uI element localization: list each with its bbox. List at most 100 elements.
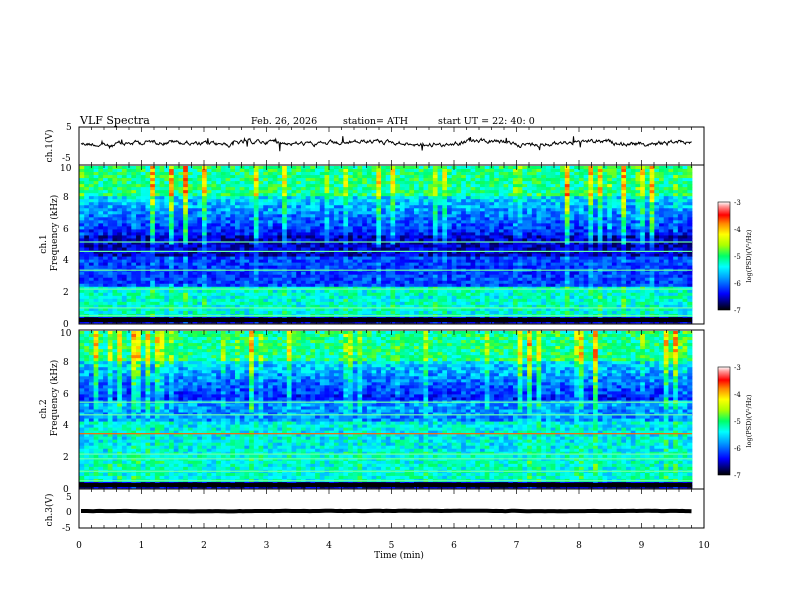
spectrogram-cell xyxy=(131,229,137,233)
spectrogram-cell xyxy=(442,196,448,200)
spectrogram-cell xyxy=(272,262,278,267)
spectrogram-cell xyxy=(545,205,552,209)
spectrogram-cell xyxy=(607,232,613,236)
spectrogram-cell xyxy=(258,205,264,209)
spectrogram-cell xyxy=(677,205,683,209)
spectrogram-cell xyxy=(569,184,575,188)
spectrogram-cell xyxy=(569,223,575,227)
spectrogram-cell xyxy=(588,172,594,176)
spectrogram-cell xyxy=(475,229,481,233)
spectrogram-cell xyxy=(169,208,175,212)
spectrogram-cell xyxy=(395,169,401,173)
spectrogram-cell xyxy=(673,223,679,227)
spectrogram-cell xyxy=(333,190,340,194)
spectrogram-cell xyxy=(169,253,175,257)
spectrogram-cell xyxy=(399,217,405,221)
spectrogram-cell xyxy=(338,172,344,176)
spectrogram-cell xyxy=(451,232,457,236)
spectrogram-cell xyxy=(319,238,325,242)
spectrogram-cell xyxy=(93,202,99,206)
spectrogram-cell xyxy=(564,244,570,248)
spectrogram-cell xyxy=(555,208,561,212)
spectrogram-cell xyxy=(564,277,570,282)
spectrogram-cell xyxy=(654,253,660,257)
spectrogram-cell xyxy=(654,187,660,191)
spectrogram-cell xyxy=(300,226,307,230)
spectrogram-cell xyxy=(154,202,160,206)
spectrogram-cell xyxy=(329,265,335,270)
spectrogram-cell xyxy=(98,241,104,245)
spectrogram-cell xyxy=(333,229,340,233)
spectrogram-cell xyxy=(348,232,354,236)
spectrogram-cell xyxy=(649,274,655,279)
spectrogram-cell xyxy=(267,238,274,242)
spectrogram-cell xyxy=(461,184,467,188)
spectrogram-cell xyxy=(404,229,410,233)
spectrogram-cell xyxy=(677,235,683,239)
spectrogram-cell xyxy=(239,256,245,260)
spectrogram-cell xyxy=(253,277,259,282)
spectrogram-cell xyxy=(447,238,453,242)
spectrogram-cell xyxy=(404,196,410,200)
spectrogram-cell xyxy=(456,265,462,270)
spectrogram-cell xyxy=(564,190,570,194)
spectrogram-cell xyxy=(88,232,95,236)
spectrogram-cell xyxy=(178,202,184,206)
spectrogram-cell xyxy=(621,217,627,221)
spectrogram-cell xyxy=(451,187,457,191)
spectrogram-cell xyxy=(456,277,462,282)
spectrogram-cell xyxy=(602,259,608,264)
spectrogram-cell xyxy=(418,208,424,212)
spectrogram-cell xyxy=(626,271,632,276)
spectrogram-cell xyxy=(366,202,373,206)
spectrogram-cell xyxy=(187,205,193,209)
spectrogram-cell xyxy=(291,217,297,221)
spectrogram-cell xyxy=(310,253,316,257)
spectrogram-cell xyxy=(286,166,292,170)
spectrogram-cell xyxy=(93,247,99,251)
spectrogram-cell xyxy=(192,175,198,179)
spectrogram-cell xyxy=(310,199,316,203)
spectrogram-cell xyxy=(555,220,561,224)
spectrogram-cell xyxy=(602,199,608,203)
spectrogram-cell xyxy=(159,250,165,254)
spectrogram-cell xyxy=(578,277,585,282)
spectrogram-cell xyxy=(489,172,495,176)
spectrogram-cell xyxy=(131,220,137,224)
spectrogram-cell xyxy=(531,250,537,254)
spectrogram-cell xyxy=(541,166,547,170)
spectrogram-cell xyxy=(338,277,344,282)
spectrogram-cell xyxy=(239,253,245,257)
spectrogram-cell xyxy=(202,178,208,182)
spectrogram-cell xyxy=(319,262,325,267)
spectrogram-cell xyxy=(541,241,547,245)
spectrogram-cell xyxy=(381,247,387,251)
spectrogram-cell xyxy=(673,217,679,221)
spectrogram-cell xyxy=(470,220,476,224)
spectrogram-cell xyxy=(508,250,514,254)
spectrogram-cell xyxy=(145,169,151,173)
spectrogram-cell xyxy=(211,241,217,245)
spectrogram-cell xyxy=(560,166,566,170)
spectrogram-cell xyxy=(277,238,283,242)
spectrogram-cell xyxy=(418,253,424,257)
spectrogram-cell xyxy=(409,196,415,200)
spectrogram-cell xyxy=(640,226,646,230)
spectrogram-cell xyxy=(527,223,533,227)
spectrogram-cell xyxy=(428,184,434,188)
spectrogram-cell xyxy=(239,238,245,242)
spectrogram-cell xyxy=(376,244,382,248)
spectrogram-cell xyxy=(98,226,104,230)
spectrogram-cell xyxy=(578,256,585,260)
spectrogram-cell xyxy=(79,202,85,206)
spectrogram-cell xyxy=(244,220,250,224)
spectrogram-cell xyxy=(187,175,193,179)
spectrogram-cell xyxy=(244,217,250,221)
spectrogram-cell xyxy=(465,277,471,282)
spectrogram-cell xyxy=(159,259,165,264)
spectrogram-cell xyxy=(249,187,255,191)
spectrogram-cell xyxy=(574,238,580,242)
spectrogram-cell xyxy=(277,205,283,209)
spectrogram-cell xyxy=(93,238,99,242)
